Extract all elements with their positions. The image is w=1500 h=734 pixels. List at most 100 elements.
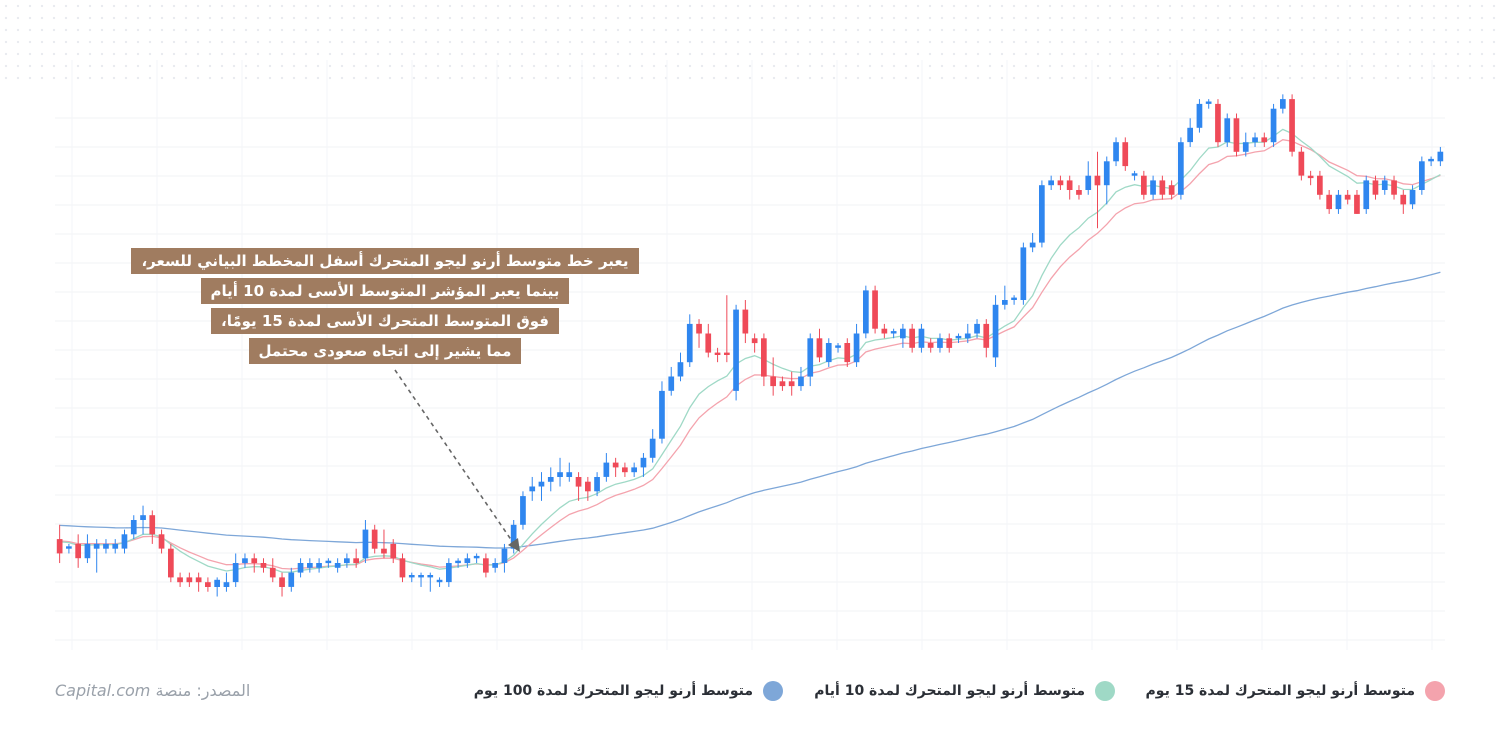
candle-up <box>853 323 860 367</box>
candle-body <box>464 558 471 564</box>
arrow-head <box>508 538 520 552</box>
candle-up <box>223 572 230 592</box>
candle-body <box>112 543 119 549</box>
candle-body <box>1224 118 1231 143</box>
candle-up <box>492 558 498 573</box>
annotation-arrow <box>394 369 520 552</box>
candle-up <box>668 366 675 396</box>
candle-up <box>603 453 610 482</box>
candle-body <box>779 381 786 387</box>
candle-body <box>492 563 498 568</box>
candle-down <box>1215 99 1221 147</box>
candle-body <box>909 328 915 348</box>
candle-down <box>575 472 582 501</box>
legend-dot-ma10 <box>1095 681 1115 701</box>
candle-body <box>529 486 536 492</box>
candle-up <box>890 328 897 339</box>
candle-body <box>844 343 851 363</box>
candle-body <box>205 582 211 587</box>
candle-down <box>195 572 202 592</box>
candle-up <box>547 467 554 492</box>
candle-body <box>1372 180 1379 195</box>
candle-body <box>853 333 860 363</box>
candle-body <box>1066 180 1073 190</box>
candle-body <box>1215 103 1221 143</box>
candle-body <box>121 534 128 549</box>
candle-up <box>1131 170 1138 181</box>
legend-item-ma15: متوسط أرنو ليجو المتحرك لمدة 15 يوم <box>1146 679 1445 703</box>
candle-up <box>1409 185 1416 210</box>
candle-body <box>937 338 943 348</box>
candle-body <box>992 304 999 358</box>
candle-body <box>455 560 461 564</box>
candle-down <box>1298 146 1305 181</box>
candle-up <box>362 520 369 564</box>
candle-up <box>557 457 563 487</box>
candle-body <box>56 539 63 554</box>
candle-up <box>316 558 322 573</box>
candle-body <box>1048 180 1054 186</box>
candle-body <box>1391 180 1397 195</box>
candle-up <box>863 285 869 339</box>
candle-body <box>242 558 248 564</box>
candle-body <box>93 543 100 549</box>
candle-up <box>66 543 72 554</box>
candle-body <box>1381 180 1388 190</box>
candle-down <box>946 333 953 353</box>
candle-up <box>1335 190 1342 214</box>
candle-up <box>436 577 443 587</box>
candle-down <box>816 328 823 363</box>
candle-body <box>483 558 489 573</box>
candle-body <box>983 323 990 348</box>
candle-body <box>427 575 434 578</box>
candle-body <box>1326 194 1332 210</box>
candle-body <box>696 323 702 334</box>
candle-body <box>436 579 443 583</box>
candle-up <box>1002 285 1008 310</box>
candle-down <box>1261 132 1268 147</box>
candle-up <box>334 558 341 573</box>
candle-body <box>446 563 452 583</box>
candle-down <box>381 529 387 559</box>
candle-up <box>344 553 350 568</box>
candle-up <box>1103 156 1110 205</box>
candle-body <box>585 481 591 492</box>
candle-down <box>696 319 702 348</box>
candle-down <box>714 347 721 363</box>
candle-down <box>279 572 285 597</box>
candle-down <box>761 333 767 387</box>
candle-down <box>872 285 878 334</box>
candle-body <box>149 515 156 535</box>
candle-body <box>788 381 795 387</box>
candle-body <box>334 563 341 568</box>
candle-body <box>103 543 109 549</box>
candle-body <box>1298 151 1305 176</box>
candle-up <box>1437 146 1444 167</box>
candle-body <box>566 472 573 477</box>
candle-down <box>1233 113 1240 157</box>
candle-body <box>1317 175 1323 195</box>
legend-dot-ma100 <box>763 681 783 701</box>
candle-body <box>1196 103 1203 128</box>
candle-down <box>585 476 591 501</box>
candle-up <box>1150 175 1156 200</box>
candle-down <box>1307 170 1314 186</box>
candle-down <box>483 553 489 578</box>
candle-down <box>399 553 406 583</box>
candle-down <box>742 300 749 344</box>
legend-label: متوسط أرنو ليجو المتحرك لمدة 100 يوم <box>473 683 753 699</box>
candle-down <box>251 553 258 573</box>
candle-up <box>964 323 971 344</box>
candle-down <box>1372 175 1379 200</box>
candle-down <box>612 457 619 477</box>
candle-body <box>158 534 165 549</box>
candle-body <box>1150 180 1156 195</box>
candle-down <box>1391 175 1397 200</box>
candle-up <box>566 462 573 482</box>
candle-body <box>260 563 267 568</box>
candle-up <box>408 572 415 583</box>
candle-up <box>1011 295 1017 305</box>
candle-down <box>1159 175 1166 200</box>
candle-up <box>520 491 526 530</box>
candle-body <box>668 376 675 391</box>
